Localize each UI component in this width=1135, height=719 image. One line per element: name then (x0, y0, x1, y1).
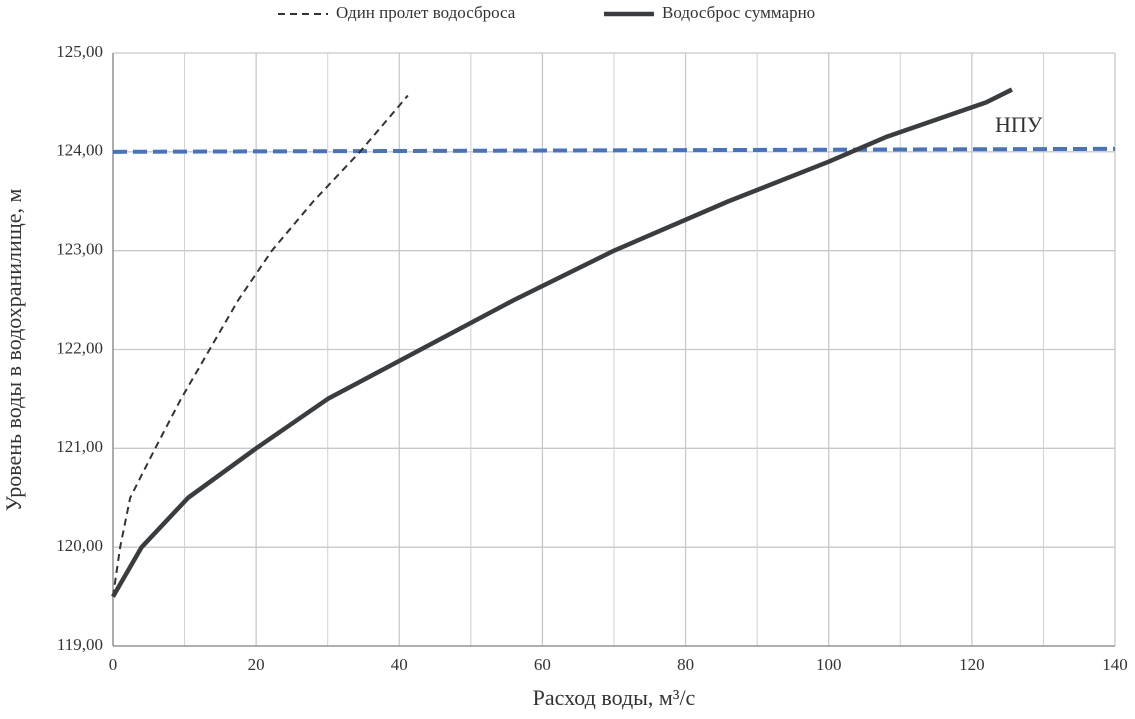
x-tick-label: 80 (677, 655, 694, 674)
x-tick-label: 100 (816, 655, 842, 674)
y-tick-label: 123,00 (56, 240, 103, 259)
legend-label: Один пролет водосброса (336, 3, 516, 22)
x-tick-label: 0 (109, 655, 118, 674)
series-line (111, 87, 1013, 598)
reference-line (112, 146, 1116, 154)
y-tick-label: 122,00 (56, 338, 103, 357)
y-tick-label: 124,00 (56, 141, 103, 160)
legend-label: Водосброс суммарно (662, 3, 815, 22)
reference-label: НПУ (995, 112, 1043, 137)
y-axis-title: Уровень воды в водохранилище, м (1, 188, 26, 511)
y-tick-label: 125,00 (56, 42, 103, 61)
series-line (112, 94, 409, 597)
x-tick-label: 140 (1102, 655, 1128, 674)
x-tick-label: 60 (534, 655, 551, 674)
x-axis-title: Расход воды, м³/с (533, 685, 696, 710)
y-tick-label: 119,00 (57, 635, 103, 654)
y-tick-label: 120,00 (56, 536, 103, 555)
x-tick-label: 20 (248, 655, 265, 674)
y-tick-label: 121,00 (56, 437, 103, 456)
x-tick-label: 40 (391, 655, 408, 674)
x-tick-label: 120 (959, 655, 985, 674)
